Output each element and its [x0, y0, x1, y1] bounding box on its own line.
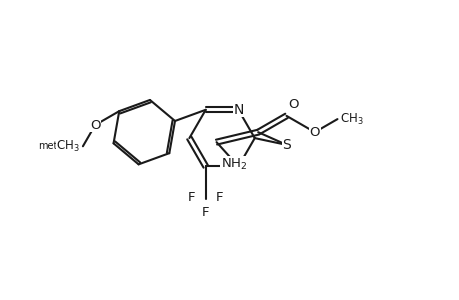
- Text: F: F: [215, 190, 223, 204]
- Text: NH$_2$: NH$_2$: [220, 157, 246, 172]
- Text: S: S: [282, 138, 291, 152]
- Text: F: F: [202, 206, 209, 220]
- Text: methoxy: methoxy: [38, 141, 81, 151]
- Text: CH$_3$: CH$_3$: [56, 139, 80, 154]
- Text: O: O: [309, 126, 319, 139]
- Text: F: F: [188, 190, 195, 204]
- Text: N: N: [233, 103, 243, 117]
- Text: CH$_3$: CH$_3$: [340, 112, 364, 127]
- Text: O: O: [288, 98, 298, 111]
- Text: O: O: [90, 118, 100, 131]
